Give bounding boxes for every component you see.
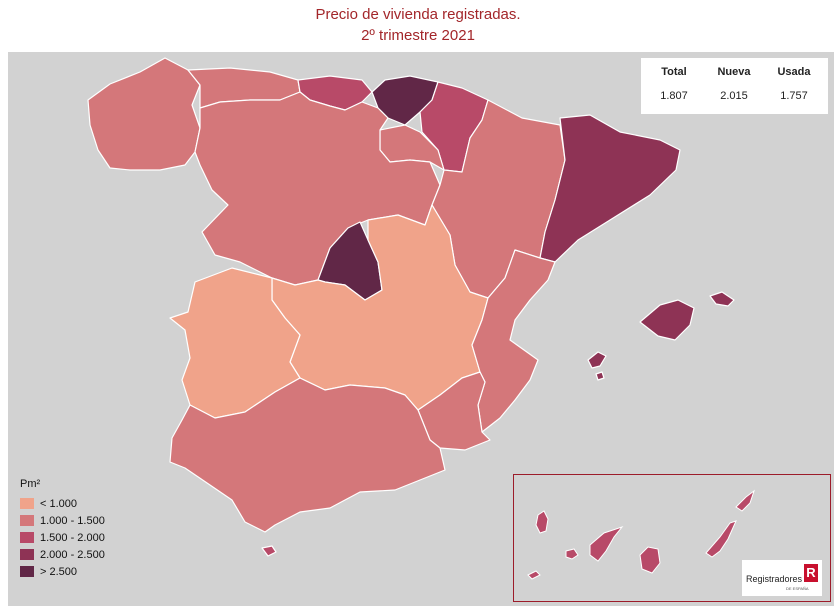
legend-item: > 2.500 (20, 564, 105, 579)
region-valenciana (471, 249, 556, 433)
title-line-1: Precio de vivienda registradas. (315, 6, 521, 23)
summary-header-usada: Usada (777, 66, 811, 78)
logo-text: Registradores (746, 574, 803, 584)
region-andalucia (169, 377, 446, 533)
summary-header-nueva: Nueva (717, 66, 751, 78)
region-galicia (87, 57, 201, 171)
region-ceuta (261, 545, 277, 557)
summary-header-total: Total (661, 66, 687, 78)
legend-label: > 2.500 (40, 565, 78, 578)
legend-label: 1.500 - 2.000 (40, 531, 105, 544)
legend-label: < 1.000 (40, 497, 78, 510)
legend-swatch (20, 566, 34, 577)
registradores-logo: Registradores DE ESPAÑA R (742, 560, 822, 596)
logo-mark: R (804, 564, 818, 582)
legend-swatch (20, 515, 34, 526)
legend-title: Pm² (20, 478, 41, 490)
region-cataluna (539, 114, 681, 263)
legend-swatch (20, 532, 34, 543)
legend-item: 1.000 - 1.500 (20, 513, 105, 528)
region-mallorca (639, 299, 695, 341)
summary-value-total: 1.807 (660, 90, 688, 102)
legend-label: 2.000 - 2.500 (40, 548, 105, 561)
island-fuerteventura (705, 520, 737, 558)
region-murcia (417, 371, 491, 451)
legend-item: 1.500 - 2.000 (20, 530, 105, 545)
region-menorca (709, 291, 735, 307)
summary-value-usada: 1.757 (780, 90, 808, 102)
island-tenerife (589, 525, 624, 562)
legend-item: < 1.000 (20, 496, 105, 511)
legend: Pm² < 1.000 1.000 - 1.500 1.500 - 2.000 … (20, 478, 105, 581)
region-ibiza (587, 351, 607, 369)
island-la-gomera (565, 548, 579, 560)
logo-subtext: DE ESPAÑA (786, 586, 809, 591)
legend-item: 2.000 - 2.500 (20, 547, 105, 562)
island-el-hierro (527, 570, 541, 580)
title-line-2: 2º trimestre 2021 (361, 27, 475, 44)
canarias-map (527, 489, 755, 580)
island-gran-canaria (639, 546, 661, 574)
legend-swatch (20, 498, 34, 509)
island-la-palma (535, 510, 549, 534)
island-lanzarote (735, 489, 755, 512)
summary-value-nueva: 2.015 (720, 90, 748, 102)
summary-table: Total Nueva Usada 1.807 2.015 1.757 (641, 58, 828, 114)
region-formentera (595, 371, 605, 381)
map-title: Precio de vivienda registradas. 2º trime… (0, 4, 836, 46)
legend-label: 1.000 - 1.500 (40, 514, 105, 527)
legend-swatch (20, 549, 34, 560)
